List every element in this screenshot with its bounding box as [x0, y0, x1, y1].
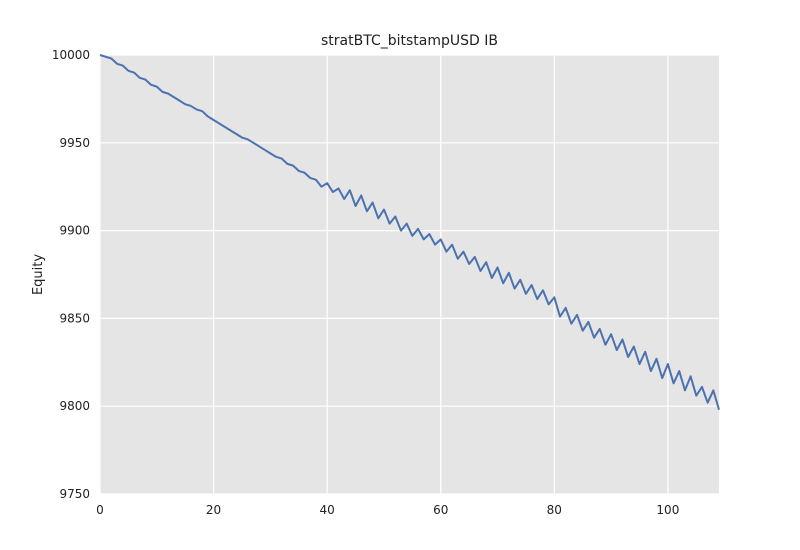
- series-layer: [99, 54, 720, 410]
- x-tick-label: 0: [96, 503, 104, 517]
- grid: [99, 54, 719, 495]
- x-tick-label: 40: [320, 503, 335, 517]
- y-tick-label: 9800: [59, 399, 90, 413]
- x-tick-label: 60: [433, 503, 448, 517]
- x-tick-label: 20: [206, 503, 221, 517]
- equity-line: [99, 54, 720, 410]
- x-tick-label: 80: [547, 503, 562, 517]
- plot-area: [100, 55, 719, 494]
- y-axis: 9750 9800 9850 9900 9950 10000: [52, 48, 90, 501]
- chart-title: stratBTC_bitstampUSD IB: [321, 33, 498, 49]
- y-axis-label: Equity: [31, 254, 46, 295]
- y-tick-label: 10000: [52, 48, 90, 62]
- y-tick-label: 9850: [59, 311, 90, 325]
- x-tick-label: 100: [656, 503, 679, 517]
- y-tick-label: 9750: [59, 487, 90, 501]
- y-tick-label: 9900: [59, 224, 90, 238]
- x-axis: 0 20 40 60 80 100: [96, 503, 679, 517]
- y-tick-label: 9950: [59, 136, 90, 150]
